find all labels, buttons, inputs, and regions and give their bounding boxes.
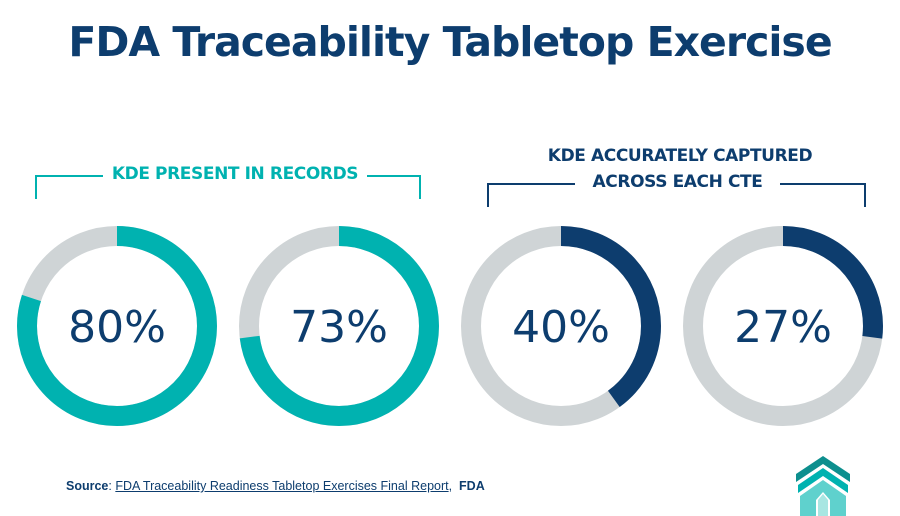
- bracket-leg: [487, 183, 489, 207]
- donut-chart: 73%: [239, 226, 439, 426]
- bracket-leg: [35, 175, 37, 199]
- donut-chart: 40%: [461, 226, 661, 426]
- donut-value-label: 27%: [734, 302, 832, 353]
- source-link[interactable]: FDA Traceability Readiness Tabletop Exer…: [115, 479, 449, 493]
- group-label-right-line2: ACROSS EACH CTE: [592, 172, 763, 192]
- bracket-leg: [419, 175, 421, 199]
- bracket-line: [780, 183, 864, 185]
- bracket-line: [487, 183, 575, 185]
- company-logo-icon: [796, 456, 850, 516]
- donut-value-arc: [17, 226, 217, 426]
- bracket-line: [367, 175, 419, 177]
- group-label-left: KDE PRESENT IN RECORDS: [111, 164, 359, 184]
- donut-value-arc: [239, 226, 439, 426]
- donut-value-label: 80%: [68, 302, 166, 353]
- group-label-right-line1: KDE ACCURATELY CAPTURED: [547, 146, 813, 166]
- page-title: FDA Traceability Tabletop Exercise: [68, 18, 832, 66]
- donut-value-label: 40%: [512, 302, 610, 353]
- bracket-line: [35, 175, 103, 177]
- donut-chart: 80%: [17, 226, 217, 426]
- donut-value-arc: [683, 226, 883, 426]
- source-org: FDA: [459, 479, 485, 493]
- donut-value-label: 73%: [290, 302, 388, 353]
- source-comma: ,: [448, 479, 460, 493]
- donut-value-arc: [461, 226, 661, 426]
- donut-chart: 27%: [683, 226, 883, 426]
- source-colon: :: [108, 479, 116, 493]
- bracket-leg: [864, 183, 866, 207]
- source-note: Source: FDA Traceability Readiness Table…: [66, 479, 485, 493]
- source-prefix: Source: [66, 479, 109, 493]
